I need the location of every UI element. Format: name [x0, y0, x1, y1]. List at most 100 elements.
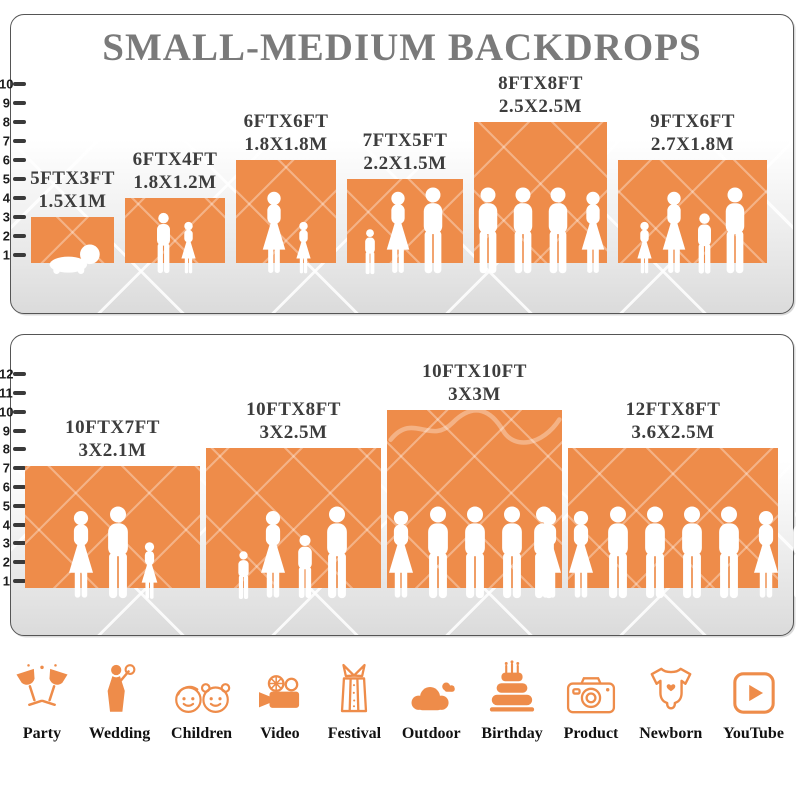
y-axis-tick: [13, 215, 26, 219]
person-woman-silhouette: [260, 511, 285, 598]
category-item-product: Product: [564, 660, 618, 743]
y-axis-tick: [13, 101, 26, 105]
size-chart-bottom: 1 2 3 4 5 6 7 8 9 10 11 12 10FTX7FT 3X2.1M 10FTX8FT 3X2…: [0, 335, 800, 635]
bar-size-label-7ftx5ft: 7FTX5FT 2.2X1.5M: [363, 130, 448, 175]
backdrop-bar-9ftx6ft: [618, 160, 767, 274]
person-child-silhouette: [297, 534, 312, 599]
category-label: Wedding: [88, 725, 151, 742]
y-axis-tick-label: 5: [2, 171, 10, 187]
y-axis-tick-label: 7: [2, 460, 10, 476]
category-label: Birthday: [481, 725, 543, 742]
bar-size-label-8ftx8ft: 8FTX8FT 2.5X2.5M: [498, 73, 583, 118]
person-man-silhouette: [607, 506, 628, 599]
size-meters: 1.5X1M: [38, 190, 107, 212]
y-axis-tick-label: 2: [2, 554, 10, 570]
y-axis-tick: [13, 234, 26, 238]
children-icon: [172, 660, 232, 716]
y-axis-tick: [13, 120, 26, 124]
size-meters: 3X2.1M: [78, 439, 147, 461]
y-axis-tick: [13, 82, 26, 86]
person-man-silhouette: [464, 506, 485, 599]
bar-size-label-12ftx8ft: 12FTX8FT 3.6X2.5M: [626, 399, 721, 444]
category-item-festival: Festival: [328, 660, 381, 743]
backdrop-bar-8ftx8ft: [474, 122, 607, 274]
y-axis-tick-label: 8: [2, 441, 10, 457]
y-axis-tick-label: 4: [2, 190, 10, 206]
category-item-video: Video: [253, 660, 307, 743]
size-feet: 10FTX7FT: [65, 417, 160, 439]
size-meters: 3X2.5M: [259, 421, 328, 443]
person-woman-silhouette: [386, 191, 410, 273]
person-girl-silhouette: [296, 221, 311, 274]
y-axis-tick: [13, 503, 26, 508]
person-woman-silhouette: [262, 191, 286, 273]
people-silhouettes: [206, 506, 381, 600]
bar-size-label-10ftx10ft: 10FTX10FT 3X3M: [422, 361, 527, 406]
y-axis-tick-label: 6: [2, 152, 10, 168]
y-axis-tick-label: 10: [0, 76, 14, 92]
bar-size-label-9ftx6ft: 9FTX6FT 2.7X1.8M: [650, 111, 735, 156]
page-title: SMALL-MEDIUM BACKDROPS: [102, 26, 702, 69]
y-axis-tick: [13, 409, 26, 414]
size-meters: 3X3M: [448, 383, 501, 405]
category-item-birthday: Birthday: [481, 660, 543, 743]
category-label: Outdoor: [401, 725, 461, 742]
size-feet: 7FTX5FT: [362, 130, 448, 152]
y-axis-tick: [13, 196, 26, 200]
bar-size-label-10ftx7ft: 10FTX7FT 3X2.1M: [65, 417, 160, 462]
people-silhouettes: [236, 191, 336, 275]
category-label: Newborn: [639, 725, 703, 742]
backdrop-bar-10ftx7ft: [25, 466, 200, 599]
person-woman-silhouette: [388, 511, 413, 598]
y-axis-tick-label: 6: [2, 479, 10, 495]
y-axis-tick: [13, 253, 26, 257]
category-label: Children: [171, 725, 233, 742]
person-girl-silhouette: [180, 221, 196, 274]
category-item-outdoor: Outdoor: [402, 660, 461, 743]
y-axis-tick: [13, 177, 26, 181]
y-axis-tick-label: 3: [2, 535, 10, 551]
people-silhouettes: [125, 212, 225, 275]
y-axis-tick-label: 12: [0, 366, 14, 382]
person-man-silhouette: [681, 506, 702, 599]
y-axis-tick: [13, 447, 26, 452]
person-man-silhouette: [533, 506, 554, 599]
category-label: Festival: [327, 725, 382, 742]
product-icon: [565, 660, 617, 716]
y-axis-tick: [13, 158, 26, 162]
backdrop-bar-12ftx8ft: [533, 448, 800, 599]
person-man-silhouette: [326, 506, 347, 599]
y-axis-tick: [13, 522, 26, 527]
category-row: Party Wedding Children Video Festival Outdoor…: [0, 660, 800, 743]
y-axis-tick-label: 3: [2, 209, 10, 225]
y-axis-tick-label: 7: [2, 133, 10, 149]
y-axis-tick: [13, 428, 26, 433]
y-axis-tick: [13, 579, 26, 583]
y-axis-tick-label: 1: [2, 573, 10, 589]
backdrop-bar-5ftx3ft: [31, 217, 114, 274]
y-axis-tick-label: 5: [2, 498, 10, 514]
y-axis-tick-label: 1: [2, 247, 10, 263]
person-girl-silhouette: [141, 542, 158, 599]
person-child-silhouette: [698, 213, 711, 274]
size-feet: 9FTX6FT: [650, 111, 735, 133]
person-man-silhouette: [725, 187, 745, 274]
size-feet: 12FTX8FT: [625, 399, 721, 421]
person-man-silhouette: [108, 506, 128, 599]
y-axis-tick: [13, 485, 26, 489]
person-man-silhouette: [501, 506, 522, 599]
person-woman-silhouette: [581, 191, 605, 273]
y-axis-tick: [13, 541, 26, 546]
bar-size-label-5ftx3ft: 5FTX3FT 1.5X1M: [30, 168, 115, 213]
size-meters: 1.8X1.2M: [133, 171, 217, 193]
people-silhouettes: [618, 187, 767, 275]
person-man-silhouette: [792, 506, 800, 599]
festival-icon: [331, 660, 377, 716]
backdrop-bar-6ftx6ft: [236, 160, 336, 274]
size-meters: 3.6X2.5M: [631, 421, 715, 443]
panel-small-medium-backdrops: SMALL-MEDIUM BACKDROPS 1 2 3 4 5 6 7 8 9 10 5FTX3F…: [0, 14, 794, 314]
y-axis-tick-label: 4: [2, 517, 10, 533]
size-feet: 5FTX3FT: [30, 168, 115, 190]
person-man-silhouette: [513, 187, 533, 274]
y-axis-tick-label: 8: [2, 114, 10, 130]
